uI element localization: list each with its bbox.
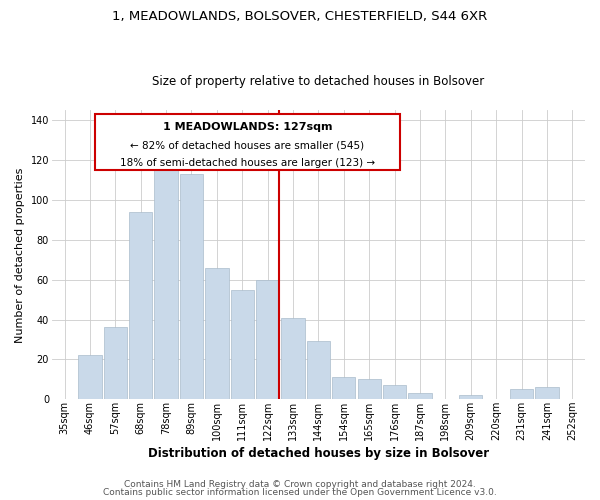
Bar <box>358 380 381 399</box>
Text: Contains HM Land Registry data © Crown copyright and database right 2024.: Contains HM Land Registry data © Crown c… <box>124 480 476 489</box>
Text: ← 82% of detached houses are smaller (545): ← 82% of detached houses are smaller (54… <box>130 140 364 150</box>
Bar <box>408 393 431 399</box>
X-axis label: Distribution of detached houses by size in Bolsover: Distribution of detached houses by size … <box>148 447 489 460</box>
Bar <box>332 378 355 399</box>
Title: Size of property relative to detached houses in Bolsover: Size of property relative to detached ho… <box>152 76 485 88</box>
Bar <box>180 174 203 399</box>
Text: Contains public sector information licensed under the Open Government Licence v3: Contains public sector information licen… <box>103 488 497 497</box>
Text: 18% of semi-detached houses are larger (123) →: 18% of semi-detached houses are larger (… <box>120 158 375 168</box>
Bar <box>104 328 127 399</box>
Bar <box>205 268 229 399</box>
FancyBboxPatch shape <box>95 114 400 170</box>
Bar <box>510 389 533 399</box>
Bar <box>154 164 178 399</box>
Bar <box>459 395 482 399</box>
Bar <box>281 318 305 399</box>
Bar <box>230 290 254 399</box>
Text: 1, MEADOWLANDS, BOLSOVER, CHESTERFIELD, S44 6XR: 1, MEADOWLANDS, BOLSOVER, CHESTERFIELD, … <box>112 10 488 23</box>
Bar <box>129 212 152 399</box>
Bar <box>535 387 559 399</box>
Bar <box>383 385 406 399</box>
Bar <box>256 280 280 399</box>
Bar <box>78 356 101 399</box>
Bar <box>307 342 330 399</box>
Y-axis label: Number of detached properties: Number of detached properties <box>15 167 25 342</box>
Text: 1 MEADOWLANDS: 127sqm: 1 MEADOWLANDS: 127sqm <box>163 122 332 132</box>
